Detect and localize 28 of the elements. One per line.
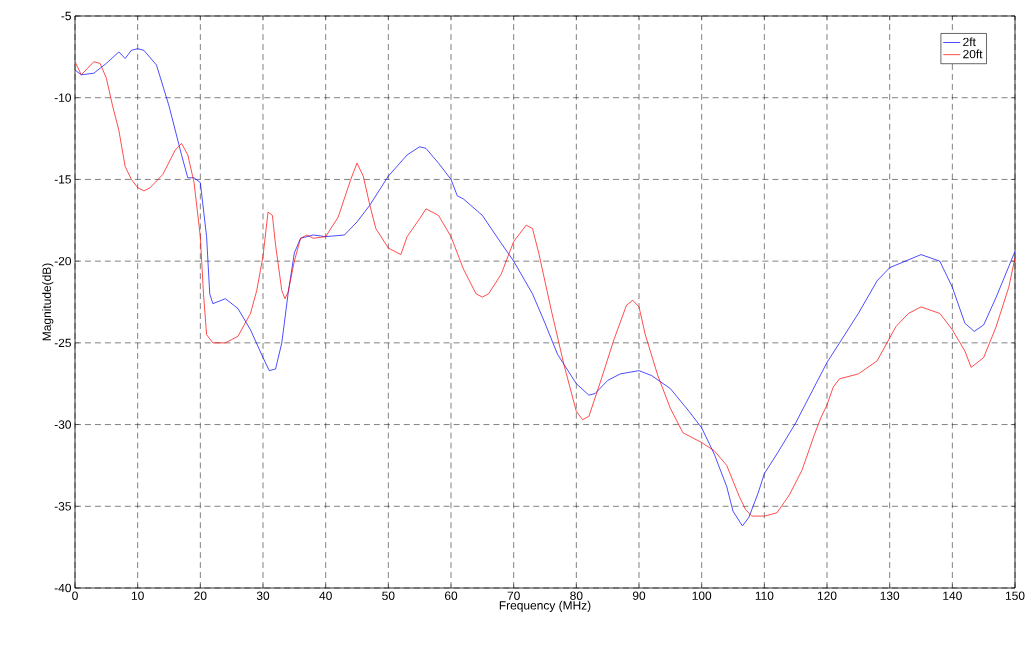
x-tick-label: 60 — [444, 591, 458, 600]
y-tick-label: -5 — [61, 11, 71, 21]
y-tick-label: -35 — [54, 502, 71, 511]
x-tick-label: 130 — [880, 591, 900, 600]
y-tick-label: -30 — [54, 420, 72, 429]
x-tick-label: 90 — [632, 591, 646, 600]
x-tick-label: 40 — [319, 591, 332, 600]
y-axis-title: Magnitude(dB) — [42, 263, 54, 341]
y-tick-label: -20 — [54, 256, 72, 266]
x-tick-label: 70 — [507, 591, 520, 600]
x-tick-label: 150 — [1005, 591, 1025, 600]
x-tick-label: 100 — [692, 591, 712, 600]
y-tick-label: -25 — [54, 338, 71, 348]
legend-label: 20ft — [963, 49, 983, 59]
x-tick-label: 110 — [755, 591, 774, 600]
legend-label: 2ft — [963, 37, 976, 47]
x-tick-label: 120 — [817, 591, 837, 600]
y-tick-label: -40 — [54, 583, 72, 593]
x-tick-label: 30 — [256, 591, 270, 600]
x-tick-label: 10 — [131, 591, 144, 600]
x-tick-label: 80 — [570, 591, 583, 600]
y-tick-label: -10 — [54, 93, 72, 102]
x-axis-title: Frequency (MHz) — [499, 600, 591, 612]
x-tick-label: 20 — [194, 591, 207, 600]
x-tick-label: 140 — [943, 591, 962, 600]
x-tick-label: 0 — [72, 591, 78, 600]
x-tick-label: 50 — [382, 591, 395, 600]
y-tick-label: -15 — [54, 175, 71, 184]
